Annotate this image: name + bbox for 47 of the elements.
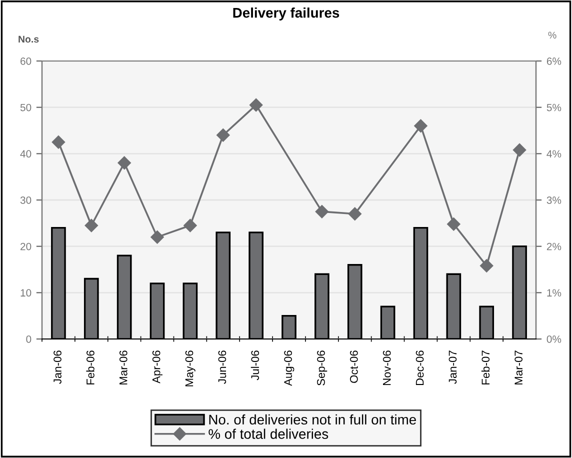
x-tick-label: Jun-06 [218,350,226,384]
x-tick-label: Sep-06 [317,350,328,386]
y-tick-label: 60 [20,58,32,65]
x-tick-label: Aug-06 [284,350,294,386]
y-axis-title: No.s [18,36,39,43]
point [414,119,428,132]
y-tick-label: 0 [26,336,32,343]
point [480,259,494,272]
y2-tick-label: 5% [546,104,562,112]
point [315,204,329,218]
point [216,128,230,142]
y2-tick-label: 2% [546,242,562,250]
x-tick-label: Mar-06 [119,350,128,384]
legend-label: % of total deliveries [208,428,328,439]
x-tick-label: Dec-06 [416,350,424,386]
x-tick-label: Jan-06 [54,350,62,384]
point [184,218,197,232]
x-tick-label: Mar-07 [514,350,523,384]
point [118,156,131,170]
point [150,230,164,244]
y-tick-label: 30 [20,196,32,204]
x-tick-label: Feb-06 [86,350,94,384]
point [249,98,263,112]
y2-tick-label: 0% [546,336,562,343]
point [52,135,66,149]
y2-tick-label: 3% [546,196,562,204]
x-tick-label: Jan-07 [448,350,457,384]
x-tick-label: Jul-06 [250,350,260,380]
x-tick-label: May-06 [185,350,196,386]
point [512,143,526,157]
y-tick-label: 50 [20,104,32,112]
x-tick-label: Apr-06 [152,350,162,384]
y-tick-label: 20 [20,242,32,250]
y2-axis-title: % [548,32,556,39]
y2-tick-label: 4% [546,150,562,158]
y2-tick-label: 6% [546,58,562,65]
chart-title: Delivery failures [233,8,340,20]
point [348,207,362,220]
x-tick-label: Oct-06 [350,350,358,383]
x-tick-label: Feb-07 [481,350,490,384]
legend-label: No. of deliveries not in full on time [209,414,416,425]
y-tick-label: 40 [20,150,32,158]
x-tick-label: Nov-06 [382,350,391,386]
point [447,218,460,231]
y2-tick-label: 1% [547,289,562,297]
y-tick-label: 10 [20,289,32,297]
point [84,218,98,232]
